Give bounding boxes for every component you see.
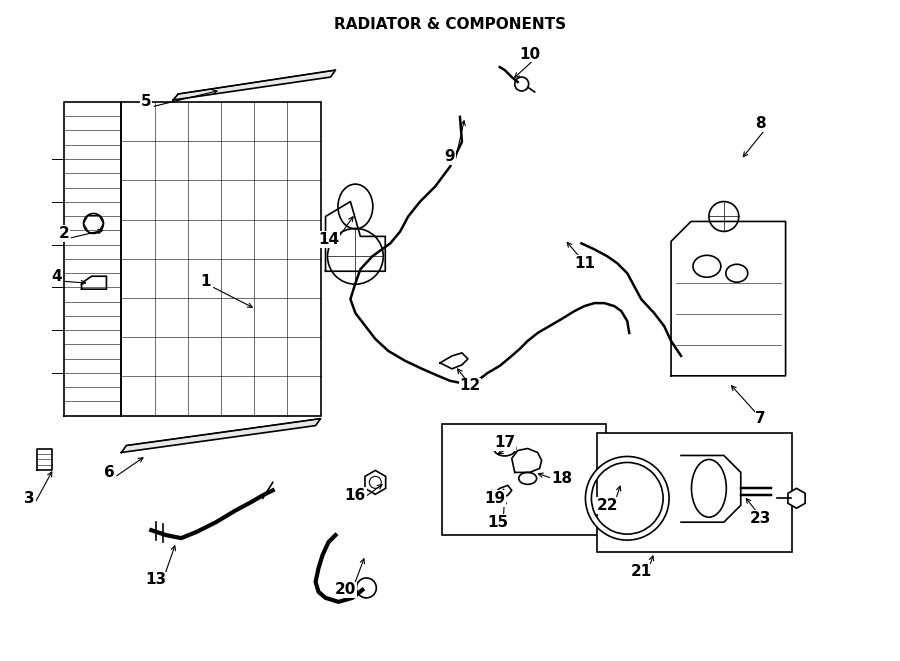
Polygon shape [122,418,320,453]
Text: 2: 2 [58,226,69,241]
Text: 13: 13 [146,572,166,588]
Text: 7: 7 [755,411,766,426]
Text: 5: 5 [141,95,151,110]
Text: 19: 19 [484,490,506,506]
Text: 20: 20 [335,582,356,598]
Text: 22: 22 [597,498,618,513]
Ellipse shape [691,459,726,517]
Text: 10: 10 [519,47,540,61]
Text: 12: 12 [459,378,481,393]
Ellipse shape [494,441,516,456]
Text: 11: 11 [574,256,595,271]
Text: 9: 9 [445,149,455,164]
Bar [442,424,607,535]
Ellipse shape [725,264,748,282]
Text: 8: 8 [755,116,766,132]
Text: RADIATOR & COMPONENTS: RADIATOR & COMPONENTS [334,17,566,32]
Ellipse shape [338,184,373,229]
Polygon shape [173,70,336,100]
Text: 6: 6 [104,465,115,480]
Text: 21: 21 [631,564,652,580]
Text: 4: 4 [51,269,62,284]
Text: 18: 18 [551,471,572,486]
Bar [598,432,792,552]
Text: 3: 3 [24,490,35,506]
Text: 23: 23 [750,511,771,525]
Text: 14: 14 [318,232,339,247]
Ellipse shape [693,255,721,277]
Bar [122,102,320,416]
Text: 17: 17 [494,435,516,450]
Text: 1: 1 [201,274,212,289]
Text: 15: 15 [487,515,508,529]
Text: 16: 16 [345,488,366,503]
Ellipse shape [518,473,536,485]
